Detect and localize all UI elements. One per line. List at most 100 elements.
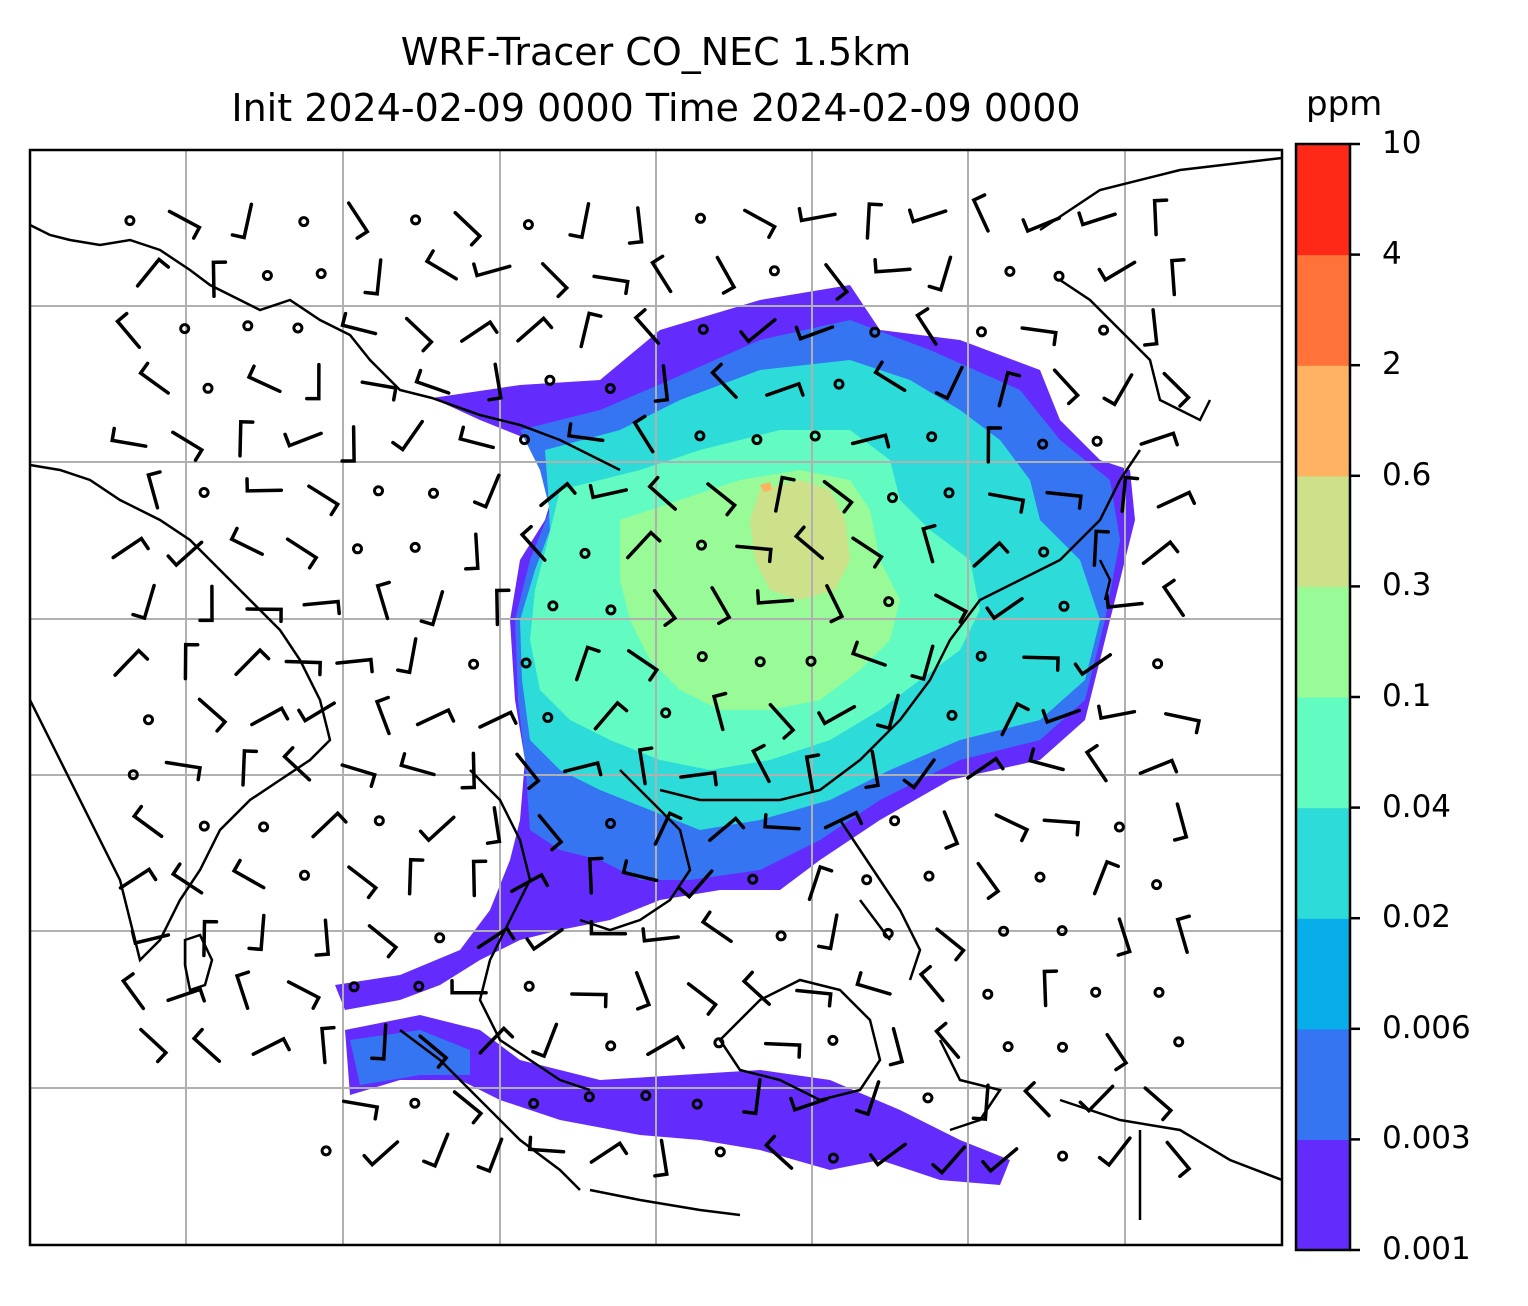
wind-barb bbox=[340, 763, 377, 789]
calm-wind-circle bbox=[869, 326, 881, 338]
calm-wind-circle bbox=[1153, 986, 1165, 998]
wind-barb bbox=[850, 640, 887, 667]
wind-barb bbox=[1022, 655, 1060, 672]
wind-barb bbox=[539, 481, 577, 508]
coast-philippines bbox=[838, 819, 922, 981]
wind-barb bbox=[460, 751, 476, 790]
calm-wind-circle bbox=[827, 1034, 839, 1046]
calm-wind-circle bbox=[198, 487, 210, 498]
calm-wind-circle bbox=[809, 430, 821, 442]
wind-barb bbox=[230, 202, 254, 240]
wind-barb bbox=[918, 964, 945, 1003]
wind-barb bbox=[902, 758, 936, 790]
wind-barb bbox=[795, 988, 833, 1008]
calm-wind-circle bbox=[998, 925, 1010, 937]
calm-wind-circle bbox=[922, 1092, 934, 1104]
wind-barb bbox=[907, 208, 948, 224]
calm-wind-circle bbox=[691, 1098, 703, 1110]
coast-india bbox=[30, 463, 332, 963]
coast-borneo bbox=[718, 978, 882, 1102]
calm-wind-circle bbox=[754, 656, 766, 668]
wind-barb bbox=[797, 206, 837, 223]
wind-barb bbox=[592, 274, 630, 296]
colorbar-segment bbox=[1296, 365, 1350, 477]
coast-newguinea bbox=[1059, 1098, 1282, 1220]
colorbar-tick-label: 0.04 bbox=[1382, 788, 1452, 825]
wind-barb bbox=[419, 590, 445, 627]
wind-barb bbox=[120, 972, 146, 1011]
wind-barb bbox=[314, 918, 331, 957]
coastlines bbox=[30, 156, 1282, 1220]
wind-barb bbox=[424, 249, 458, 281]
wind-barb bbox=[633, 308, 661, 345]
wind-barb bbox=[1097, 1136, 1132, 1168]
co-band-0.001-south bbox=[345, 1015, 1010, 1185]
wind-barb bbox=[320, 1025, 336, 1065]
wind-barb bbox=[1042, 818, 1081, 837]
wind-barb bbox=[679, 770, 718, 787]
wind-barb bbox=[794, 325, 835, 341]
wind-barb bbox=[854, 1080, 881, 1117]
wind-barb bbox=[170, 862, 204, 895]
calm-wind-circle bbox=[1151, 879, 1163, 891]
wind-barb bbox=[653, 364, 670, 403]
calm-wind-circle bbox=[522, 219, 534, 231]
colorbar-tick-label: 0.001 bbox=[1382, 1231, 1471, 1267]
wind-barb bbox=[1041, 708, 1081, 725]
colorbar-segment bbox=[1296, 586, 1350, 698]
wind-barb bbox=[138, 361, 170, 395]
wind-barb bbox=[311, 810, 348, 839]
wind-barb bbox=[1105, 1032, 1129, 1072]
wind-barb bbox=[525, 927, 564, 952]
calm-wind-circle bbox=[695, 212, 706, 224]
coast-java bbox=[589, 1188, 741, 1217]
coast-china-east bbox=[659, 449, 1142, 802]
calm-wind-circle bbox=[242, 320, 254, 332]
wind-barb bbox=[686, 982, 719, 1016]
wind-barb bbox=[710, 586, 732, 625]
calm-wind-circle bbox=[1098, 324, 1110, 336]
colorbar-tick-label: 0.3 bbox=[1382, 567, 1432, 604]
calm-wind-circle bbox=[805, 655, 817, 667]
calm-wind-circle bbox=[413, 980, 425, 992]
wind-barb bbox=[888, 1026, 905, 1067]
wind-barb bbox=[139, 1027, 169, 1064]
calm-wind-circle bbox=[409, 541, 421, 553]
coast-taiwan bbox=[1098, 559, 1112, 601]
wind-barb bbox=[164, 760, 202, 782]
coast-indochina bbox=[469, 769, 591, 1092]
wind-barb bbox=[579, 311, 603, 349]
wind-barb bbox=[335, 657, 374, 674]
co-concentration-field bbox=[335, 285, 1135, 1185]
wind-barb bbox=[650, 254, 673, 294]
coast-korea-japan bbox=[1039, 156, 1282, 422]
wind-barb bbox=[634, 971, 652, 1011]
wind-barb bbox=[851, 536, 884, 569]
wind-barb bbox=[302, 599, 341, 616]
colorbar-tick-label: 0.6 bbox=[1382, 456, 1432, 493]
calm-wind-circle bbox=[202, 382, 214, 394]
calm-wind-circle bbox=[434, 932, 446, 944]
wind-barb bbox=[589, 1140, 629, 1164]
coast-asia-north bbox=[30, 223, 621, 472]
wind-barb bbox=[942, 810, 960, 850]
colorbar-segment bbox=[1296, 807, 1350, 919]
wind-barb bbox=[934, 365, 964, 401]
calm-wind-circle bbox=[520, 657, 532, 669]
calm-wind-circle bbox=[861, 874, 873, 886]
wind-barb bbox=[587, 856, 604, 895]
wind-barb bbox=[739, 318, 777, 344]
colorbar-tick-label: 0.1 bbox=[1382, 678, 1432, 714]
wind-barb bbox=[822, 479, 854, 514]
calm-wind-circle bbox=[775, 930, 787, 942]
wind-barb bbox=[1028, 747, 1065, 772]
map-gridlines bbox=[30, 150, 1282, 1245]
wind-barb bbox=[414, 368, 451, 395]
calm-wind-circle bbox=[604, 383, 616, 394]
calm-wind-circle bbox=[923, 870, 935, 882]
colorbar-tick-label: 0.02 bbox=[1382, 899, 1452, 936]
wind-barb bbox=[202, 919, 219, 958]
calm-wind-circle bbox=[1113, 821, 1125, 833]
calm-wind-circle bbox=[827, 1152, 839, 1164]
